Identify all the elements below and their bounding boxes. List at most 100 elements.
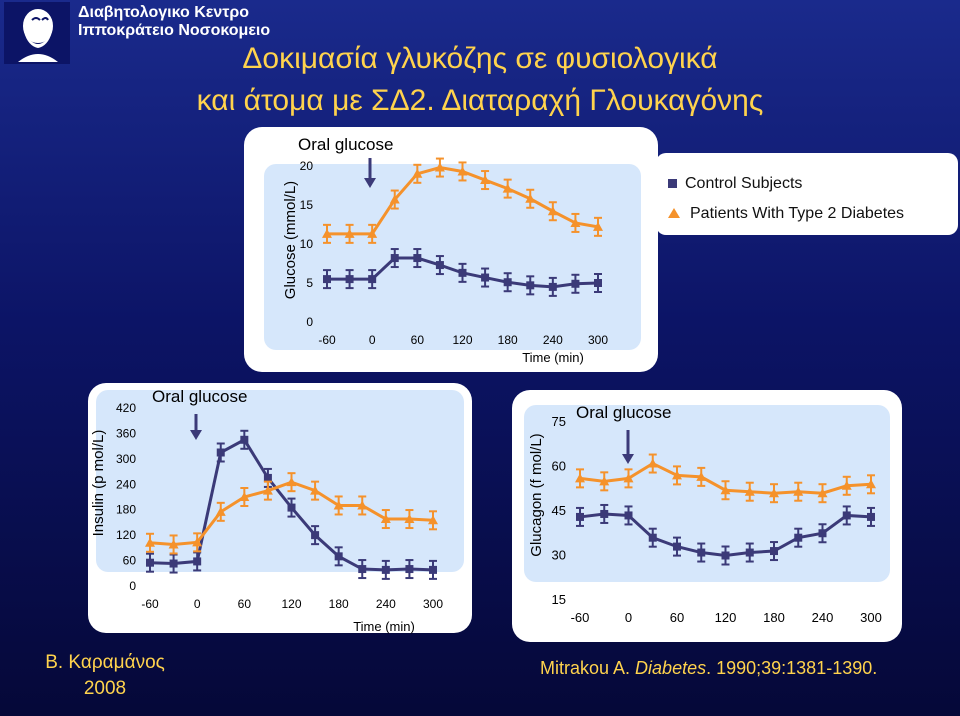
data-point-control: [600, 509, 609, 518]
data-point-patients: [168, 539, 179, 549]
data-point-patients: [720, 485, 731, 495]
data-point-patients: [239, 492, 250, 501]
square-marker-icon: [668, 179, 677, 188]
x-tick-label: 180: [498, 333, 518, 347]
data-point-control: [648, 533, 657, 542]
glucose-panel: [244, 127, 658, 372]
data-point-control: [458, 268, 467, 277]
data-point-patients: [593, 221, 603, 231]
oral-glucose-arrowhead: [364, 178, 376, 188]
data-point-control: [867, 512, 875, 521]
data-point-control: [571, 279, 580, 288]
y-axis-label: Glucose (mmol/L): [282, 181, 299, 299]
oral-glucose-arrowhead: [622, 454, 634, 464]
data-point-control: [216, 448, 225, 457]
data-point-patients: [322, 228, 332, 238]
y-tick-label: 20: [300, 159, 314, 173]
data-point-patients: [434, 162, 445, 172]
y-axis-label: Glucagon (f mol/L): [528, 433, 545, 556]
x-tick-label: 180: [329, 597, 349, 611]
data-point-control: [770, 547, 778, 556]
data-point-patients: [744, 486, 755, 496]
data-point-patients: [502, 183, 513, 193]
y-tick-label: 420: [116, 401, 136, 415]
data-point-patients: [404, 514, 415, 524]
y-tick-label: 30: [552, 548, 566, 563]
x-tick-label: 180: [763, 610, 785, 625]
data-point-control: [311, 531, 320, 540]
triangle-marker-icon: [668, 208, 680, 218]
hippocrates-logo-icon: [4, 2, 70, 64]
data-point-patients: [192, 537, 203, 547]
x-tick-label: -60: [318, 333, 336, 347]
y-tick-label: 0: [129, 579, 136, 593]
y-tick-label: 240: [116, 477, 136, 491]
data-point-patients: [357, 500, 368, 510]
x-tick-label: 240: [376, 597, 396, 611]
data-point-control: [368, 275, 377, 284]
citation-suffix: . 1990;39:1381-1390.: [706, 658, 878, 678]
data-point-control: [287, 503, 296, 512]
data-point-control: [146, 558, 154, 567]
x-tick-label: 60: [238, 597, 252, 611]
x-axis-label: Time (min): [353, 619, 415, 634]
x-tick-label: 60: [670, 610, 684, 625]
x-tick-label: 120: [715, 610, 737, 625]
y-tick-label: 75: [552, 414, 566, 429]
data-point-patients: [769, 488, 779, 498]
y-tick-label: 300: [116, 452, 136, 466]
x-tick-label: -60: [141, 597, 159, 611]
citation-journal: Diabetes: [635, 658, 707, 678]
data-point-control: [435, 261, 444, 270]
data-point-patients: [215, 506, 226, 516]
data-point-patients: [344, 228, 355, 238]
data-point-patients: [817, 488, 828, 498]
data-point-patients: [570, 217, 581, 227]
y-tick-label: 120: [116, 528, 136, 542]
y-tick-label: 60: [123, 554, 137, 568]
x-tick-label: -60: [571, 610, 590, 625]
x-tick-label: 120: [281, 597, 301, 611]
data-point-control: [794, 533, 803, 542]
data-point-patients: [286, 477, 297, 487]
citation: Mitrakou A. Diabetes. 1990;39:1381-1390.: [540, 658, 877, 679]
x-tick-label: 0: [194, 597, 201, 611]
data-point-control: [576, 512, 584, 521]
data-point-patients: [623, 473, 634, 483]
data-point-control: [405, 565, 414, 574]
data-point-control: [413, 254, 422, 263]
insulin-panel-inner: [96, 390, 464, 572]
data-point-control: [721, 551, 730, 560]
data-point-control: [842, 511, 851, 520]
data-point-control: [503, 278, 512, 287]
y-tick-label: 15: [552, 592, 566, 607]
author-name: Β. Καραμάνος: [45, 652, 165, 673]
y-tick-label: 10: [300, 237, 314, 251]
data-point-control: [697, 548, 706, 557]
data-point-patients: [428, 515, 438, 525]
data-point-control: [390, 254, 399, 263]
data-point-patients: [480, 175, 491, 185]
insulin-panel: [88, 383, 472, 633]
x-tick-label: 0: [625, 610, 632, 625]
y-tick-label: 180: [116, 503, 136, 517]
data-point-control: [673, 542, 681, 551]
data-point-patients: [841, 480, 852, 490]
header-line-1: Διαβητολογικο Κεντρο: [78, 4, 250, 21]
data-point-control: [263, 473, 272, 482]
legend-item-patients: Patients With Type 2 Diabetes: [668, 205, 904, 223]
data-point-patients: [412, 168, 423, 178]
data-point-patients: [599, 476, 610, 486]
data-point-patients: [866, 479, 876, 489]
data-point-patients: [547, 206, 558, 216]
data-point-control: [358, 565, 367, 574]
data-point-patients: [389, 194, 400, 204]
data-point-control: [745, 548, 754, 557]
x-tick-label: 60: [411, 333, 425, 347]
x-tick-label: 120: [452, 333, 472, 347]
data-point-control: [193, 557, 202, 566]
data-point-control: [240, 435, 249, 444]
data-point-control: [818, 529, 827, 538]
legend-label-patients: Patients With Type 2 Diabetes: [690, 205, 905, 222]
